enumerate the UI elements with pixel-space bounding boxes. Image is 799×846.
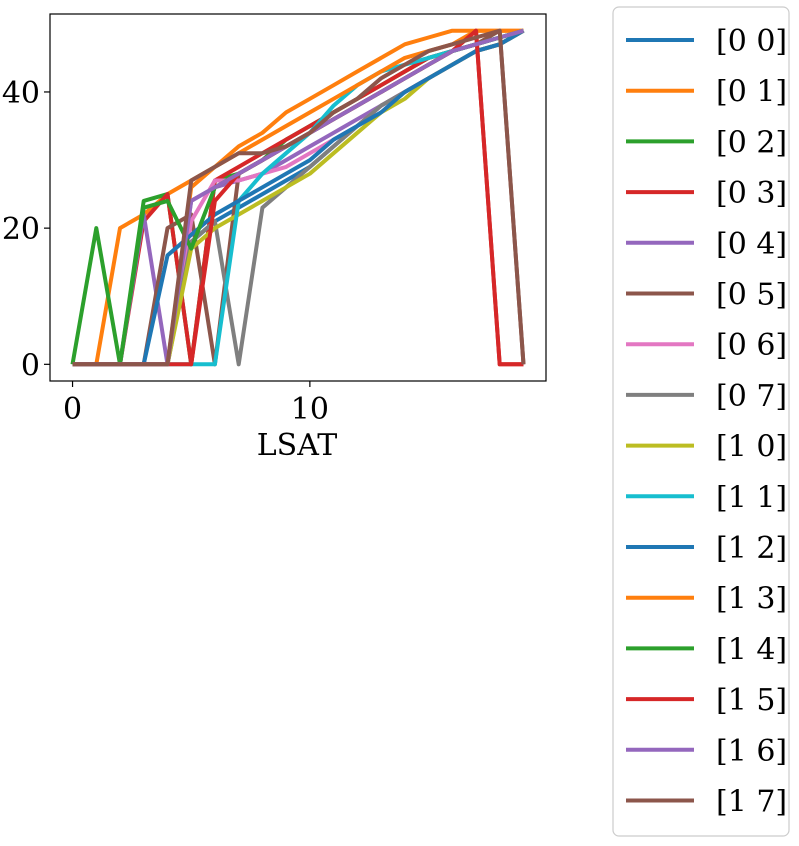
series-line-15 xyxy=(72,28,526,367)
legend-label-14: [1 6] xyxy=(716,734,787,769)
series-line-14 xyxy=(72,28,525,367)
plot-lines xyxy=(70,28,526,367)
legend-label-1: [0 1] xyxy=(716,75,787,110)
legend-label-5: [0 5] xyxy=(716,278,787,313)
legend-label-4: [0 4] xyxy=(716,227,787,262)
legend-label-13: [1 5] xyxy=(716,683,787,718)
series-line-10 xyxy=(72,28,525,367)
series-line-7 xyxy=(72,28,525,367)
legend-label-11: [1 3] xyxy=(716,582,787,617)
x-tick-label-0: 0 xyxy=(63,392,82,427)
series-line-4 xyxy=(72,28,525,367)
series-line-13 xyxy=(72,28,524,367)
legend-label-6: [0 6] xyxy=(716,328,787,363)
series-line-2 xyxy=(70,28,525,367)
legend-label-15: [1 7] xyxy=(716,785,787,820)
plot-frame xyxy=(49,13,547,382)
legend-label-10: [1 2] xyxy=(716,531,787,566)
y-axis: 0 20 40 xyxy=(2,76,50,383)
x-axis-label: LSAT xyxy=(257,428,338,463)
y-tick-label-0: 0 xyxy=(21,348,40,383)
series-line-5 xyxy=(72,28,526,367)
legend: [0 0] [0 1] [0 2] [0 3] [0 4] [0 5] [0 6] [0 7]… xyxy=(612,6,790,837)
legend-label-9: [1 1] xyxy=(716,480,787,515)
legend-label-7: [0 7] xyxy=(716,379,787,414)
legend-label-3: [0 3] xyxy=(716,176,787,211)
legend-frame xyxy=(612,6,790,837)
x-tick-label-1: 10 xyxy=(291,392,329,427)
legend-label-8: [1 0] xyxy=(716,430,787,465)
series-line-8 xyxy=(72,28,525,367)
legend-label-12: [1 4] xyxy=(716,632,787,667)
series-line-12 xyxy=(72,28,525,367)
y-tick-label-1: 20 xyxy=(2,212,40,247)
x-axis: 0 10 xyxy=(63,381,329,427)
series-line-3 xyxy=(72,28,524,367)
series-line-9 xyxy=(72,28,525,367)
series-line-11 xyxy=(72,28,524,367)
series-line-1 xyxy=(72,28,524,367)
legend-label-2: [0 2] xyxy=(716,125,787,160)
legend-label-0: [0 0] xyxy=(716,24,787,59)
series-line-6 xyxy=(72,28,525,367)
y-tick-label-2: 40 xyxy=(2,76,40,111)
series-line-0 xyxy=(72,28,525,367)
